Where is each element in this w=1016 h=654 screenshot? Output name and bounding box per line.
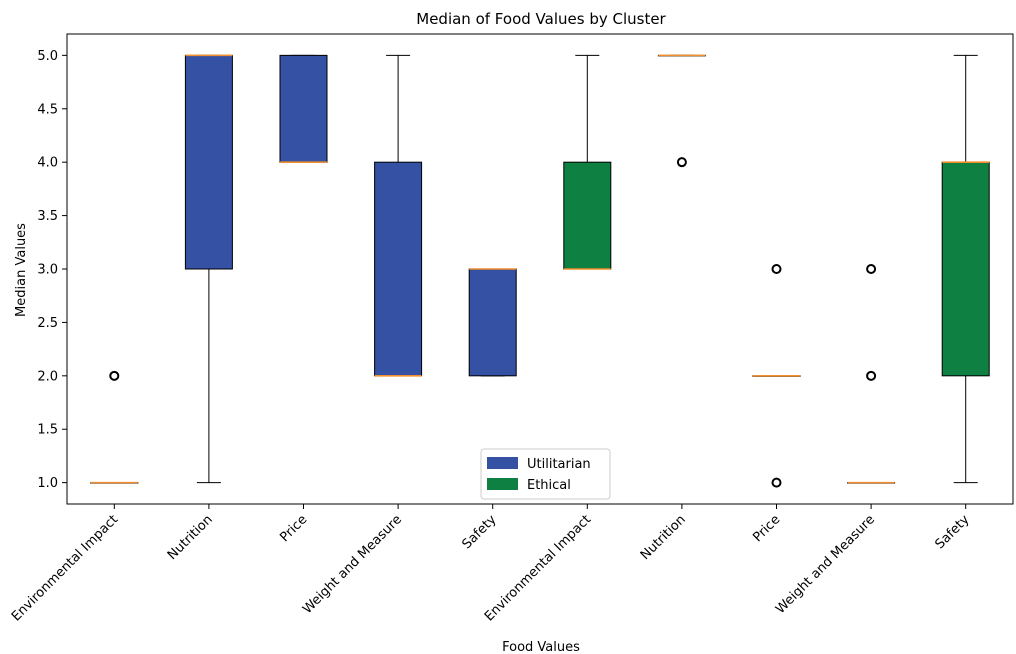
x-tick-label: Price: [750, 512, 783, 545]
y-tick-label: 3.5: [37, 209, 58, 224]
box-body: [468, 268, 517, 377]
box-3: [374, 54, 423, 377]
y-tick-label: 4.5: [37, 102, 58, 117]
box-7: [752, 264, 801, 488]
box-1: [184, 54, 233, 484]
outlier-point: [676, 157, 687, 168]
outlier-point: [866, 370, 877, 381]
x-tick-label: Weight and Measure: [773, 512, 878, 617]
y-tick-label: 2.5: [37, 316, 58, 331]
y-tick-label: 5.0: [37, 49, 58, 64]
x-tick-label: Nutrition: [638, 512, 689, 563]
chart-title: Median of Food Values by Cluster: [416, 10, 666, 28]
x-tick-label: Environmental Impact: [482, 512, 594, 624]
box-body: [184, 54, 233, 270]
y-tick-label: 2.0: [37, 369, 58, 384]
y-tick-label: 1.0: [37, 476, 58, 491]
legend-label-ethical: Ethical: [527, 478, 571, 493]
x-tick-label: Safety: [933, 512, 973, 552]
x-tick-label: Price: [277, 512, 310, 545]
x-axis-label: Food Values: [502, 640, 580, 654]
box-4: [468, 268, 517, 377]
box-0: [90, 370, 139, 484]
plot-area: 1.0 1.5 2.0 2.5 3.0 3.5 4.0 4.5 5.0 Environmental…: [9, 33, 1014, 624]
x-tick-label: Environmental Impact: [9, 512, 121, 624]
legend: Utilitarian Ethical: [480, 448, 611, 500]
outlier-point: [866, 264, 877, 274]
box-8: [847, 264, 896, 484]
y-tick-label: 1.5: [37, 423, 58, 438]
box-6: [657, 54, 706, 168]
outlier-point: [109, 370, 120, 381]
box-2: [279, 54, 328, 163]
box-body: [941, 161, 990, 377]
x-tick-label: Weight and Measure: [300, 512, 405, 617]
outlier-point: [771, 477, 782, 488]
box-5: [563, 54, 612, 270]
x-tick-label: Nutrition: [165, 512, 216, 563]
legend-swatch-utilitarian: [487, 457, 518, 469]
box-9: [941, 54, 990, 484]
x-tick-label: Safety: [460, 512, 500, 552]
y-tick-label: 4.0: [37, 156, 58, 171]
y-axis-label: Median Values: [14, 223, 29, 317]
box-body: [374, 161, 423, 377]
box-body: [563, 161, 612, 270]
box-body: [279, 54, 328, 163]
outlier-point: [771, 264, 782, 274]
legend-swatch-ethical: [487, 478, 518, 490]
y-tick-label: 3.0: [37, 263, 58, 278]
legend-label-utilitarian: Utilitarian: [527, 457, 591, 472]
